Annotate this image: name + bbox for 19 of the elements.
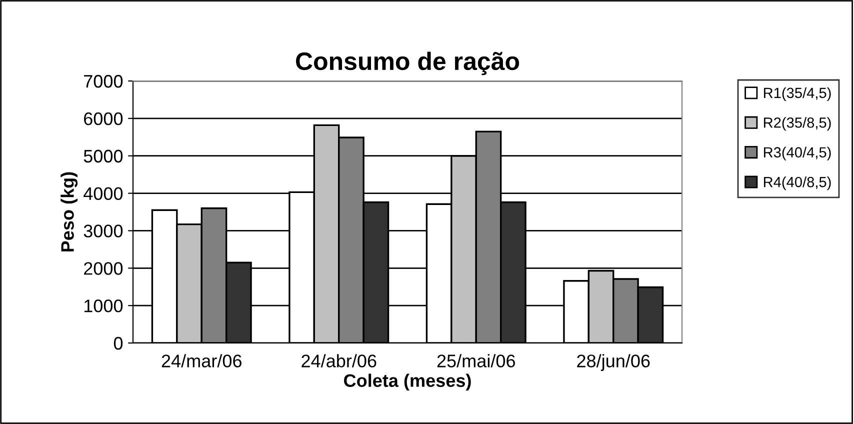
x-tick-label: 24/abr/06 (302, 354, 376, 368)
x-tick-label: 24/mar/06 (162, 354, 242, 368)
y-tick-label: 2000 (84, 262, 123, 275)
y-tick-label: 6000 (84, 112, 123, 126)
y-axis-title: Peso (kg) (60, 172, 78, 252)
y-tick-label: 7000 (84, 74, 123, 88)
chart-title: Consumo de ração (296, 52, 520, 76)
y-tick-label: 4000 (84, 187, 123, 200)
y-tick-label: 1000 (84, 300, 123, 312)
x-tick-label: 25/mai/06 (437, 354, 515, 368)
legend-label: R1(35/4,5) (764, 87, 831, 101)
y-tick-label: 3000 (84, 224, 123, 238)
legend-label: R3(40/4,5) (764, 146, 831, 160)
x-axis-title: Coleta (meses) (344, 374, 471, 391)
legend-label: R4(40/8,5) (764, 176, 831, 190)
x-tick-label: 28/jun/06 (577, 354, 650, 371)
legend-label: R2(35/8,5) (764, 117, 831, 131)
y-tick-label: 5000 (84, 150, 123, 163)
y-tick-label: 0 (114, 336, 123, 350)
